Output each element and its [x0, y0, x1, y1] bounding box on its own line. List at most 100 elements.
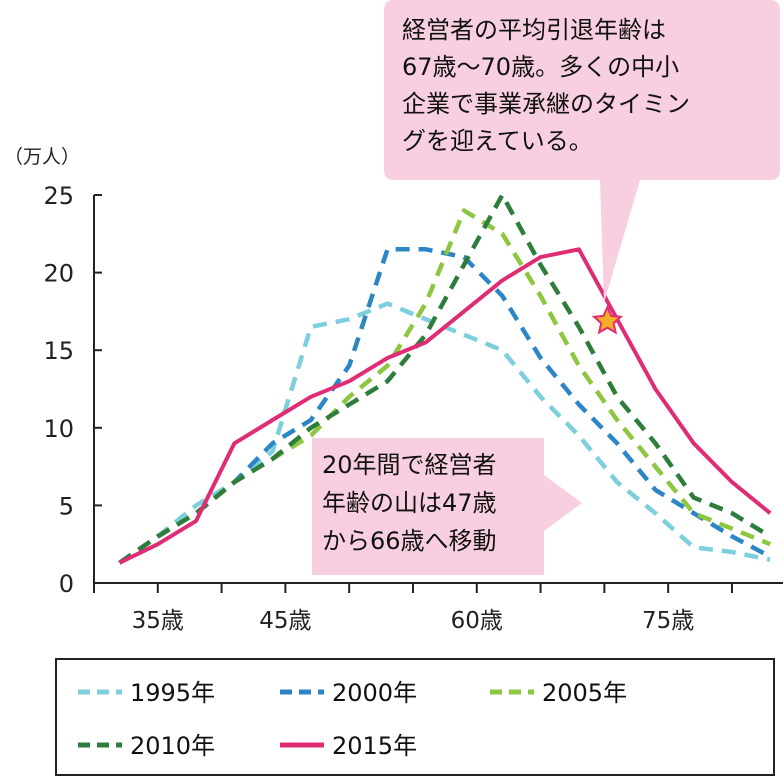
series-lines: [118, 192, 772, 565]
data-point-1995年: [655, 513, 656, 514]
data-point-2005年: [502, 233, 503, 234]
data-point-2015年: [234, 443, 235, 444]
data-point-2015年: [387, 357, 388, 358]
y-tick-label: 5: [59, 492, 74, 520]
y-tick-label: 15: [43, 337, 74, 365]
data-point-2005年: [540, 295, 541, 296]
data-point-2015年: [425, 342, 426, 343]
legend-label-2010年: 2010年: [130, 732, 215, 760]
data-point-2015年: [349, 381, 350, 382]
data-point-1995年: [387, 303, 388, 304]
data-point-2010年: [464, 264, 465, 265]
data-point-2010年: [349, 404, 350, 405]
data-point-2010年: [617, 396, 618, 397]
x-tick-label: 45歳: [259, 608, 311, 634]
callout-mid-line: 年齢の山は47歳: [322, 489, 497, 517]
callout-top-line: 企業で事業承継のタイミン: [402, 90, 690, 118]
data-point-1995年: [578, 435, 579, 436]
highlight-star-icon: [591, 304, 624, 335]
data-point-2000年: [310, 420, 311, 421]
legend-label-2015年: 2015年: [332, 732, 417, 760]
data-point-2010年: [234, 482, 235, 483]
highlight-marker: [591, 304, 624, 335]
plot-axes: 0 5 10 15 20 25 （万人） 35歳 45歳 60歳 75歳: [4, 146, 783, 634]
data-point-2010年: [731, 513, 732, 514]
legend-box: [55, 658, 775, 776]
legend-label-1995年: 1995年: [130, 679, 215, 707]
data-point-2005年: [425, 303, 426, 304]
data-point-2010年: [502, 195, 503, 196]
y-tick-label: 20: [43, 260, 74, 288]
data-point-2010年: [540, 264, 541, 265]
data-point-2010年: [310, 427, 311, 428]
data-point-2000年: [502, 295, 503, 296]
data-point-2010年: [655, 443, 656, 444]
data-point-2015年: [310, 396, 311, 397]
data-point-2000年: [349, 365, 350, 366]
data-point-1995年: [617, 482, 618, 483]
x-tick-label: 35歳: [132, 608, 184, 634]
data-point-2005年: [464, 210, 465, 211]
series-line-2010年: [118, 192, 772, 565]
callout-top-line: 経営者の平均引退年齢は: [402, 16, 666, 44]
data-point-2000年: [578, 404, 579, 405]
data-point-1995年: [196, 505, 197, 506]
x-tick-label: 60歳: [451, 608, 503, 634]
data-point-2005年: [731, 528, 732, 529]
legend-label-2005年: 2005年: [542, 679, 627, 707]
data-point-1995年: [349, 319, 350, 320]
data-point-2005年: [349, 396, 350, 397]
y-axis-unit: （万人）: [4, 146, 80, 168]
data-point-2015年: [770, 513, 771, 514]
legend: 1995年 2000年 2005年 2010年 2015年: [55, 658, 775, 776]
data-point-2015年: [502, 280, 503, 281]
data-point-2005年: [770, 544, 771, 545]
data-point-2010年: [272, 458, 273, 459]
data-point-2000年: [731, 536, 732, 537]
data-point-2000年: [425, 249, 426, 250]
data-point-2005年: [617, 420, 618, 421]
callout-top-line: グを迎えている。: [402, 127, 593, 155]
callout-mid-line: から66歳へ移動: [322, 527, 497, 555]
series-line-2015年: [118, 247, 772, 565]
data-point-2005年: [387, 365, 388, 366]
data-point-2015年: [655, 389, 656, 390]
data-point-2015年: [731, 482, 732, 483]
data-point-2015年: [540, 257, 541, 258]
data-point-2005年: [693, 513, 694, 514]
data-point-2005年: [655, 466, 656, 467]
data-point-2000年: [272, 443, 273, 444]
data-point-2015年: [272, 420, 273, 421]
data-point-2000年: [540, 357, 541, 358]
data-point-2010年: [425, 334, 426, 335]
callout-mid-box: [312, 438, 582, 575]
data-point-2000年: [464, 257, 465, 258]
data-point-2015年: [578, 249, 579, 250]
y-tick-label: 10: [43, 415, 74, 443]
data-point-2000年: [655, 489, 656, 490]
data-point-2015年: [196, 520, 197, 521]
data-point-2010年: [693, 497, 694, 498]
data-point-1995年: [731, 551, 732, 552]
data-point-1995年: [464, 334, 465, 335]
series-line-2005年: [118, 208, 772, 565]
y-tick-label: 25: [43, 182, 74, 210]
data-point-2010年: [196, 513, 197, 514]
data-point-2005年: [578, 365, 579, 366]
data-point-1995年: [502, 350, 503, 351]
legend-label-2000年: 2000年: [332, 679, 417, 707]
data-point-1995年: [425, 319, 426, 320]
data-point-2010年: [770, 536, 771, 537]
data-point-2015年: [693, 443, 694, 444]
x-tick-label: 75歳: [642, 608, 694, 634]
data-point-2005年: [310, 435, 311, 436]
data-point-2010年: [387, 381, 388, 382]
data-point-2015年: [157, 544, 158, 545]
data-point-1995年: [310, 326, 311, 327]
data-point-1995年: [770, 559, 771, 560]
data-point-2010年: [578, 326, 579, 327]
data-point-2000年: [770, 556, 771, 557]
data-point-1995年: [693, 547, 694, 548]
